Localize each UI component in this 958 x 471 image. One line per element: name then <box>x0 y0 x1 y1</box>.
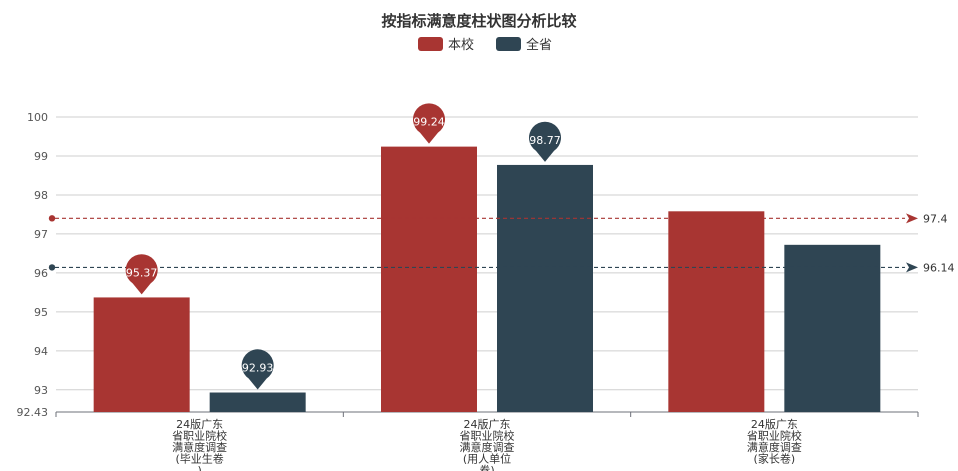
y-tick-label: 95 <box>34 306 48 319</box>
markline-start-dot <box>48 215 56 222</box>
bar-school-1[interactable] <box>93 297 190 412</box>
markline-arrow <box>906 262 918 273</box>
legend[interactable]: 本校 全省 <box>418 37 552 53</box>
y-tick-label: 99 <box>34 150 48 163</box>
value-pin <box>241 349 274 390</box>
bar-province-3[interactable] <box>784 244 881 412</box>
y-tick-label: 96 <box>34 267 48 280</box>
value-pin-label: 99.24 <box>413 116 445 129</box>
x-category-label: (家长卷) <box>754 452 796 466</box>
legend-label-1: 本校 <box>448 37 474 53</box>
legend-swatch-1[interactable] <box>418 37 443 51</box>
y-tick-label: 94 <box>34 345 48 358</box>
x-category-label: 满意度调查 <box>172 440 227 454</box>
y-tick-label: 98 <box>34 189 48 202</box>
value-pin-label: 92.93 <box>242 362 274 375</box>
bar-school-2[interactable] <box>381 146 477 412</box>
x-category-label: 满意度调查 <box>460 440 515 454</box>
x-category-label: 省职业院校 <box>460 429 515 443</box>
value-pin-label: 98.77 <box>529 134 561 147</box>
markline-start-dot <box>48 264 56 271</box>
legend-label-2: 全省 <box>526 37 552 53</box>
x-category-label: 24版广东 <box>176 417 223 431</box>
value-pin-label: 95.37 <box>126 266 158 279</box>
x-category-label: 省职业院校 <box>172 429 227 443</box>
x-category-label: 卷) <box>479 463 494 471</box>
x-category-label: 24版广东 <box>751 417 798 431</box>
x-axis-labels: 24版广东省职业院校满意度调查(毕业生卷)24版广东省职业院校满意度调查(用人单… <box>172 417 802 471</box>
bar-school-3[interactable] <box>668 211 765 412</box>
chart-title: 按指标满意度柱状图分析比较 <box>381 12 576 30</box>
x-category-label: 24版广东 <box>464 417 511 431</box>
markline-arrow <box>906 213 918 224</box>
x-category-label: (毕业生卷 <box>176 452 224 466</box>
value-pins: 95.37 92.93 99.24 98.77 <box>125 103 561 390</box>
bars <box>93 146 881 412</box>
markline-label: 96.14 <box>923 261 955 274</box>
x-category-label: ) <box>198 464 202 471</box>
bar-province-2[interactable] <box>497 164 593 412</box>
x-category-label: (用人单位 <box>463 452 511 466</box>
legend-swatch-2[interactable] <box>496 37 521 51</box>
value-pin <box>528 121 561 162</box>
x-category-label: 省职业院校 <box>747 429 802 443</box>
value-pin <box>413 103 445 144</box>
x-category-label: 满意度调查 <box>747 440 802 454</box>
mark-lines: 97.4 96.14 <box>48 212 955 274</box>
value-pin <box>125 254 158 295</box>
y-tick-label: 93 <box>34 384 48 397</box>
markline-label: 97.4 <box>923 212 948 225</box>
y-tick-label: 97 <box>34 228 48 241</box>
y-tick-label: 100 <box>27 111 48 124</box>
y-tick-label: 92.43 <box>17 406 49 419</box>
bar-province-1[interactable] <box>209 392 306 412</box>
grid: 92.43 93 94 95 96 97 98 99 100 <box>17 111 919 419</box>
